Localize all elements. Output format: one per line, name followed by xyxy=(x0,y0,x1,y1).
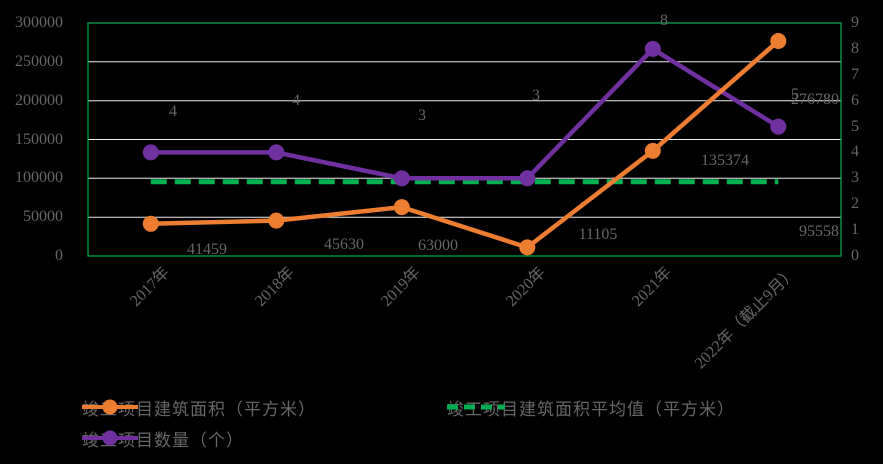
data-label: 4 xyxy=(169,103,177,120)
right-axis-tick: 0 xyxy=(851,247,859,264)
right-axis-tick: 6 xyxy=(851,91,859,109)
data-label: 276780 xyxy=(791,91,839,108)
floor-area-line-marker xyxy=(142,215,159,232)
floor-area-line-marker xyxy=(393,199,410,216)
project-count-line-marker xyxy=(142,144,159,161)
right-axis-tick: 9 xyxy=(851,14,859,31)
data-label: 63000 xyxy=(418,237,458,254)
project-count-line-marker xyxy=(393,170,410,187)
project-count-line-marker xyxy=(519,170,536,187)
right-axis-tick: 1 xyxy=(851,221,859,239)
floor-area-line-marker xyxy=(644,142,661,159)
plot-border xyxy=(87,22,842,257)
floor-area-line-marker xyxy=(770,33,787,49)
right-axis-tick: 4 xyxy=(851,143,859,161)
data-label: 8 xyxy=(660,12,668,29)
data-label: 3 xyxy=(418,107,426,124)
project-count-line-marker xyxy=(770,118,787,135)
left-axis-tick: 50000 xyxy=(23,208,63,226)
right-axis-tick: 2 xyxy=(851,195,859,213)
project-count-line-marker xyxy=(268,144,285,161)
floor-area-line-marker xyxy=(268,212,285,229)
data-label: 41459 xyxy=(187,241,227,258)
data-label: 11105 xyxy=(578,226,618,243)
data-label: 45630 xyxy=(324,236,364,253)
data-label: 5 xyxy=(791,86,799,103)
left-axis-tick: 300000 xyxy=(15,14,63,31)
right-axis-tick: 3 xyxy=(851,169,859,187)
data-label: 135374 xyxy=(701,152,749,169)
project-count-line-marker xyxy=(644,40,661,57)
right-axis-tick: 8 xyxy=(851,39,859,57)
right-axis-tick: 7 xyxy=(851,65,859,83)
project-count-line xyxy=(150,46,780,181)
left-axis-tick: 0 xyxy=(55,247,63,264)
left-axis-tick: 200000 xyxy=(15,91,63,109)
left-axis-tick: 100000 xyxy=(15,169,63,187)
left-axis-tick: 250000 xyxy=(15,52,63,70)
data-label: 4 xyxy=(292,92,300,109)
floor-area-line-marker xyxy=(519,239,536,256)
data-label: 95558 xyxy=(799,223,839,240)
right-axis-tick: 5 xyxy=(851,117,859,135)
data-label: 3 xyxy=(532,87,540,104)
left-axis-tick: 150000 xyxy=(15,130,63,148)
floor-area-line xyxy=(150,39,780,250)
